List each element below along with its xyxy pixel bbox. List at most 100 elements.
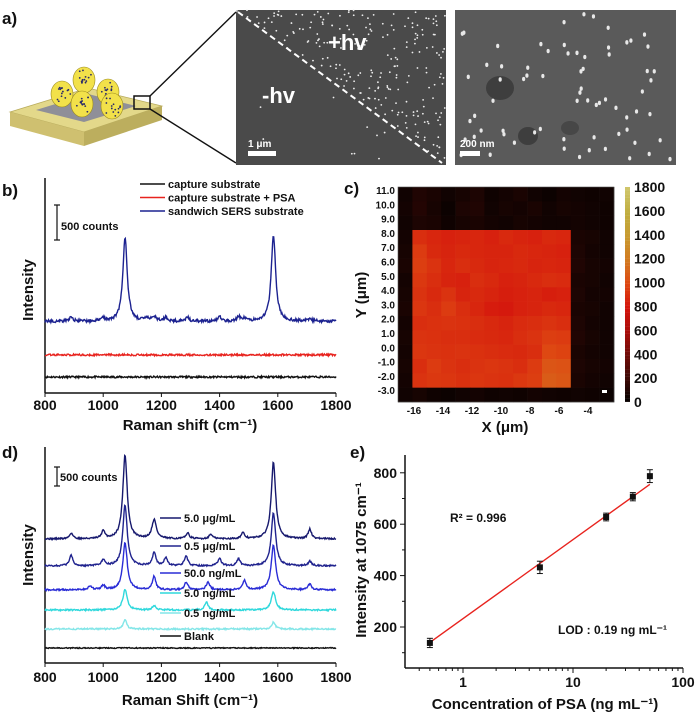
heatmap-cell — [599, 359, 615, 374]
heatmap-cell — [441, 273, 456, 288]
sem-particle — [246, 15, 249, 18]
b-scale-bar: 500 counts — [54, 204, 118, 241]
heatmap-cell — [412, 230, 428, 245]
heatmap-cell — [484, 330, 500, 345]
heatmap-cell — [570, 273, 586, 288]
sem-particle — [318, 45, 321, 48]
x-tick-label: 1800 — [320, 397, 351, 413]
sem-particle — [335, 63, 338, 66]
colorbar-segment — [625, 380, 630, 385]
c-y-tick-label: 4.0 — [381, 286, 395, 297]
heatmap-cell — [498, 316, 514, 331]
sem-particle — [338, 27, 341, 30]
sem-particle — [339, 14, 341, 17]
heatmap-cell — [570, 344, 586, 360]
heatmap-cell — [599, 215, 615, 231]
colorbar-segment — [625, 258, 630, 263]
sem-particle — [437, 136, 440, 139]
sem-particle — [374, 107, 377, 109]
heatmap-cell — [599, 301, 615, 317]
heatmap-cell — [426, 244, 442, 259]
c-y-tick-label: 9.0 — [381, 215, 395, 226]
heatmap-cell — [498, 244, 514, 259]
heatmap-cell — [527, 215, 543, 231]
heatmap-cell — [513, 258, 528, 274]
sem-particle — [369, 28, 372, 31]
sem-particle — [435, 24, 438, 27]
sem-particle — [438, 146, 441, 149]
sem-particle — [270, 21, 273, 24]
heatmap-cell — [470, 201, 485, 216]
b-legend: capture substrate capture substrate + PSA… — [140, 179, 304, 218]
sem-particle — [606, 45, 611, 50]
heatmap-cell — [426, 287, 442, 302]
colorbar-segment — [625, 204, 630, 209]
sem-particle — [343, 68, 346, 71]
nanoparticle-dot — [85, 80, 88, 82]
e-y-tick-label: 200 — [374, 619, 398, 635]
sem-particle — [416, 37, 419, 39]
sem-particle — [322, 18, 325, 21]
heatmap-cell — [441, 330, 456, 345]
sem-particle — [389, 88, 392, 91]
sem-particle — [386, 86, 389, 89]
d-legend-label: 50.0 ng/mL — [184, 568, 242, 580]
heatmap-cell — [470, 387, 485, 403]
sem-particle — [395, 74, 398, 76]
heatmap-cell — [585, 316, 600, 331]
sem-particle — [591, 14, 596, 19]
sem-particle — [246, 9, 248, 12]
colorbar-segment — [625, 315, 630, 320]
sem-particle — [414, 32, 417, 35]
heatmap-cell — [455, 316, 471, 331]
sem-particle — [339, 37, 342, 40]
heatmap-cell — [412, 244, 428, 259]
sem-particle — [404, 121, 407, 124]
sem-particle — [512, 140, 517, 145]
sem-particle — [405, 46, 408, 49]
sem-particle — [432, 22, 435, 25]
heatmap-cell — [585, 344, 600, 360]
zoom-box — [133, 95, 151, 110]
nanoparticle-dot — [114, 108, 117, 111]
sem-particle — [329, 65, 332, 68]
e-data-point — [646, 473, 653, 480]
sem-particle — [317, 39, 319, 42]
sem-particle — [422, 105, 425, 108]
sem-particle — [318, 38, 320, 40]
heatmap-cell — [513, 187, 528, 202]
colorbar-segment — [625, 215, 630, 220]
heatmap-cell — [455, 187, 471, 202]
heatmap-cell — [527, 344, 543, 360]
d-series-line — [44, 504, 337, 568]
sem-particle — [353, 152, 356, 155]
heatmap-cell — [513, 301, 528, 317]
nanoparticle-dot — [105, 102, 108, 104]
sem-particle — [629, 38, 633, 43]
heatmap-cell — [455, 344, 471, 360]
heatmap-cell — [484, 359, 500, 374]
heatmap-cell — [542, 287, 557, 302]
sem-particle — [377, 98, 380, 101]
sem-particle — [466, 74, 470, 80]
sem-particle — [431, 46, 434, 48]
heatmap-cell — [570, 330, 586, 345]
heatmap-cell — [484, 287, 500, 302]
heatmap-cell — [599, 344, 615, 360]
colorbar-segment — [625, 247, 630, 252]
heatmap-cell — [599, 330, 615, 345]
e-lod-annotation: LOD : 0.19 ng mL⁻¹ — [558, 623, 667, 637]
sem-particle — [525, 73, 529, 78]
heatmap-cell — [570, 215, 586, 231]
heatmap-cell — [527, 258, 543, 274]
heatmap-cell — [398, 258, 413, 274]
colorbar-segment — [625, 265, 630, 270]
sem-particle — [387, 88, 390, 90]
sem-particle — [427, 122, 430, 125]
colorbar-segment — [625, 308, 630, 313]
heatmap-cell — [542, 316, 557, 331]
heatmap-cell — [484, 273, 500, 288]
x-tick-label: 1400 — [204, 669, 235, 685]
heatmap-cell — [599, 258, 615, 274]
sem-particle — [320, 64, 323, 67]
